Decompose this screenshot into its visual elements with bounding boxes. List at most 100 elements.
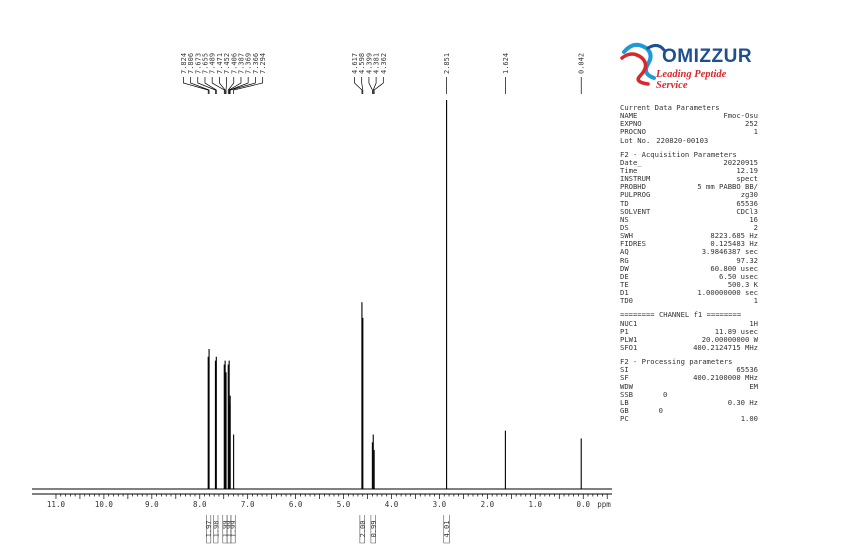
param-value: 1.00000000 sec	[697, 288, 758, 298]
param-key: TD0	[620, 296, 633, 306]
param-key: PROBHD	[620, 182, 646, 192]
param-row: TE 500.3 K	[620, 280, 758, 289]
integral-region: 2.00	[359, 515, 367, 544]
param-row: EXPNO 252	[620, 120, 758, 128]
param-row: PULPROG zg30	[620, 191, 758, 199]
integral-value: 4.01	[443, 521, 451, 538]
param-value: 6.50 usec	[719, 271, 758, 281]
x-axis-unit-label: ppm	[597, 500, 611, 509]
param-key: SFO1	[620, 342, 638, 352]
peak-label-group: 2.851	[443, 53, 451, 94]
param-key: PROCNO	[620, 127, 646, 137]
peak-label-group: 4.617 4.598 4.399 4.381 4.362	[351, 53, 388, 94]
peak-label: 7.366	[252, 53, 260, 74]
peak-label: 1.624	[502, 53, 510, 74]
param-value: 60.800 usec	[710, 263, 758, 273]
param-value: EM	[749, 381, 758, 391]
peak-leader-line	[228, 77, 242, 94]
param-value: 1	[753, 127, 758, 137]
peak-leader-line	[373, 77, 384, 94]
peak-label: 4.617	[351, 53, 359, 74]
param-key: D1	[620, 288, 629, 298]
integral-bracket	[213, 515, 219, 544]
x-axis-tick-label: 7.0	[241, 500, 255, 509]
param-value: 8223.685 Hz	[710, 231, 758, 241]
param-row: AQ 3.9846387 sec	[620, 248, 758, 256]
peak-leader-line	[219, 77, 226, 94]
param-row: SF 400.2100000 MHz	[620, 374, 758, 382]
param-row: SWH 8223.685 Hz	[620, 231, 758, 241]
integral-value: 1.99	[226, 521, 234, 538]
peak-label: 7.452	[223, 53, 231, 74]
peak-label-group: 0.042	[578, 53, 586, 94]
peak-label: 7.489	[209, 53, 217, 74]
peak-leader-line	[183, 77, 209, 94]
param-row: Lot No. 220820-00103	[620, 135, 758, 145]
peak-label: 0.042	[578, 53, 586, 74]
x-axis-tick-label: 1.0	[529, 500, 543, 509]
peak-label: 7.406	[230, 53, 238, 74]
integral-region: 4.01	[443, 515, 451, 544]
param-key: P1	[620, 326, 629, 336]
param-value: 1.00	[740, 414, 758, 424]
param-value: 0.125483 Hz	[710, 239, 758, 249]
param-value: 65536	[736, 365, 758, 375]
param-key: NUC1	[620, 318, 638, 328]
param-value: 20220915	[723, 157, 758, 167]
param-key: FIDRES	[620, 239, 646, 249]
peak-leader-line	[233, 77, 263, 94]
peak-label: 7.824	[180, 53, 188, 74]
param-key: NS	[620, 214, 629, 224]
param-value: 5 mm PABBO BB/	[697, 182, 758, 192]
param-row: SFO1 400.2124715 MHz	[620, 342, 758, 352]
param-value: 12.19	[736, 165, 758, 175]
param-row: NAME Fmoc-Osu	[620, 111, 758, 120]
integral-value: 1.98	[212, 521, 220, 538]
param-row: P1 11.89 usec	[620, 326, 758, 336]
integral-value: 1.99	[230, 521, 238, 538]
param-key: Date_	[620, 157, 642, 167]
peak-label: 4.381	[373, 53, 381, 74]
x-axis-tick-label: 4.0	[385, 500, 399, 509]
param-row: DW 60.800 usec	[620, 263, 758, 273]
peak-label: 7.369	[245, 53, 253, 74]
param-row: LB 0.30 Hz	[620, 398, 758, 407]
param-row: Date_ 20220915	[620, 157, 758, 167]
integral-value: 0.99	[370, 521, 378, 538]
param-value: zg30	[740, 190, 758, 200]
param-key: GB	[620, 405, 629, 415]
logo-brand-text: OMIZZUR	[662, 46, 753, 67]
acquisition-parameters-panel: Current Data Parameters NAME Fmoc-Osu EXPNO…	[620, 103, 758, 424]
param-value: 97.32	[736, 255, 758, 265]
integral-value: 2.00	[359, 521, 367, 538]
param-key: Lot No.	[620, 135, 651, 145]
peak-leader-line	[211, 77, 225, 94]
param-key: SI	[620, 365, 629, 375]
param-value: 65536	[736, 198, 758, 208]
param-key: DW	[620, 263, 629, 273]
param-row: DS 2	[620, 223, 758, 232]
peak-label: 2.851	[443, 53, 451, 74]
param-value: 0	[658, 405, 663, 415]
integral-region: 1.98	[212, 515, 220, 544]
param-row: WDW EM	[620, 381, 758, 391]
peak-label: 4.598	[358, 53, 366, 74]
param-key: INSTRUM	[620, 174, 651, 184]
x-axis-tick-label: 5.0	[337, 500, 351, 509]
integral-region: 1.99	[230, 515, 238, 544]
peak-label: 7.471	[216, 53, 224, 74]
peak-label: 7.387	[237, 53, 245, 74]
x-axis-tick-label: 8.0	[193, 500, 207, 509]
integral-bracket	[443, 515, 450, 544]
param-value: 400.2100000 MHz	[693, 373, 758, 383]
peak-label: 4.362	[380, 53, 388, 74]
param-key: TD	[620, 198, 629, 208]
x-axis-tick-label: 9.0	[145, 500, 159, 509]
integral-value: 1.99	[221, 521, 229, 538]
x-axis-tick-label: 11.0	[47, 500, 66, 509]
ribbon-logo-icon	[620, 42, 666, 86]
peak-leader-line	[225, 77, 227, 94]
peak-label-group: 1.624	[502, 53, 510, 94]
param-key: PC	[620, 414, 629, 424]
